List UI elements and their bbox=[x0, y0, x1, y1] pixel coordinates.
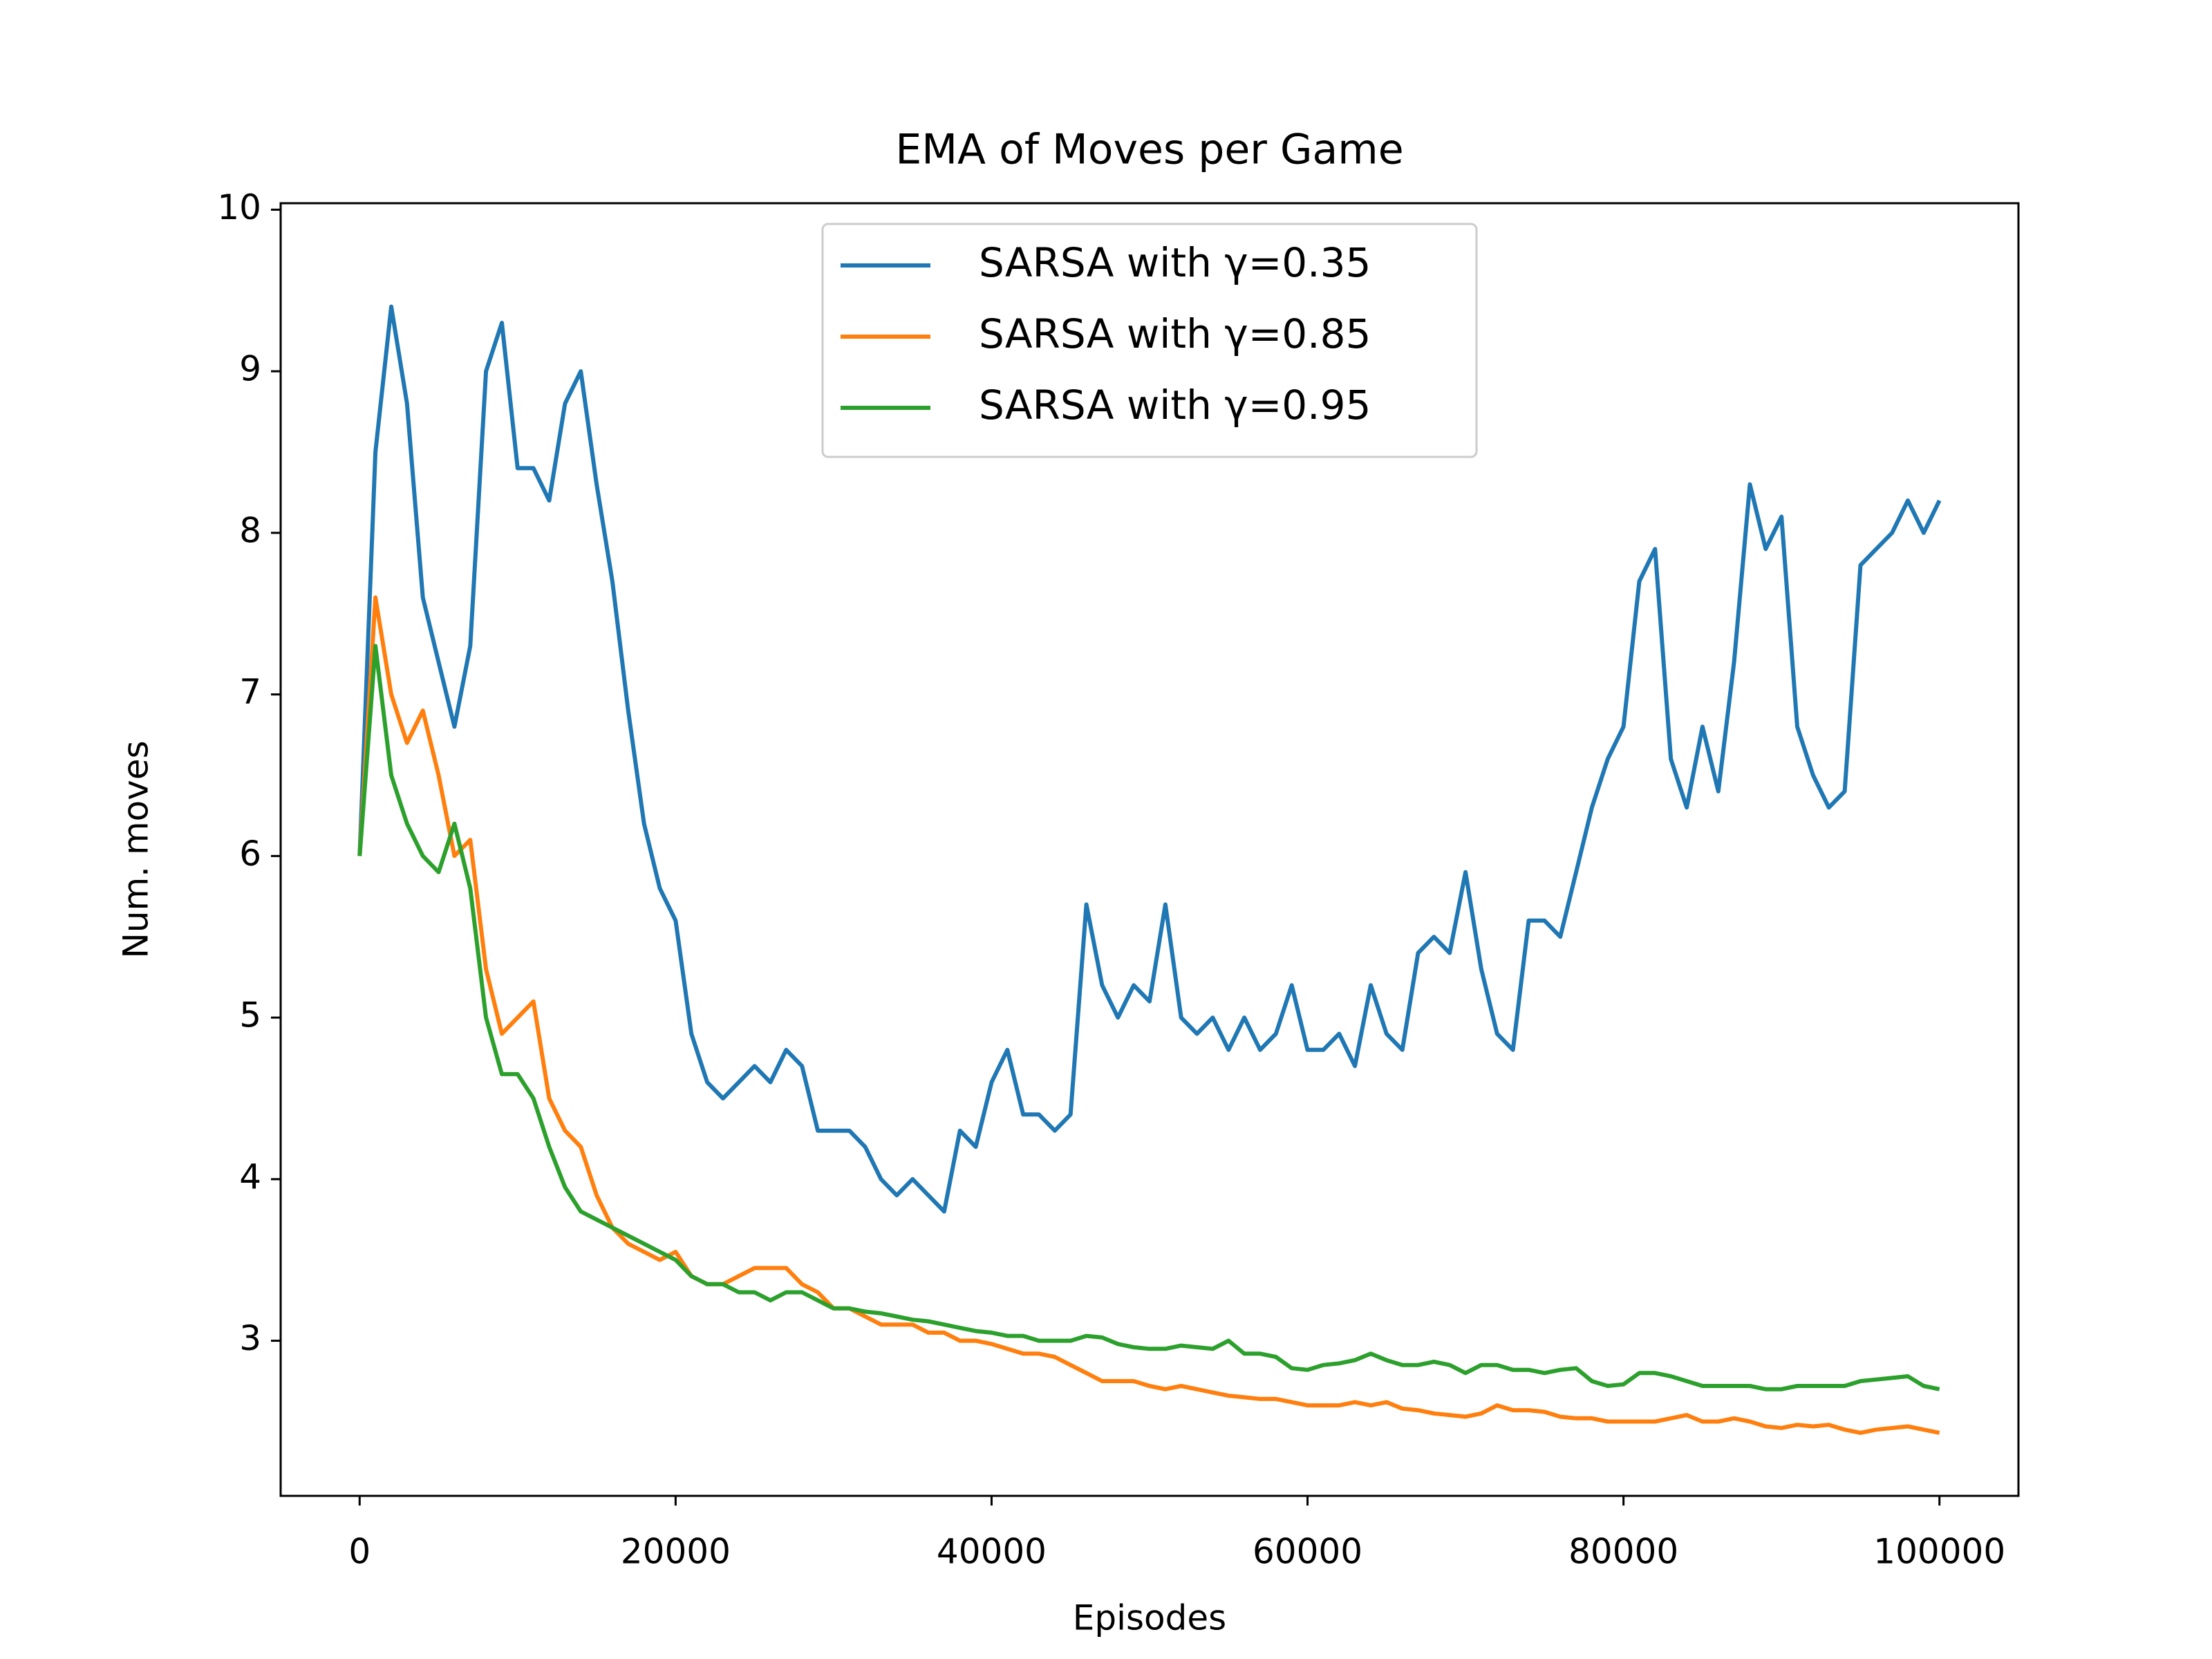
y-tick-label: 7 bbox=[239, 672, 261, 712]
y-tick-label: 6 bbox=[239, 834, 261, 874]
series-line bbox=[357, 595, 1940, 1435]
x-tick-label: 0 bbox=[348, 1532, 371, 1572]
series-line bbox=[357, 644, 1940, 1391]
plot-frame bbox=[279, 202, 2020, 1497]
x-axis-label: Episodes bbox=[1073, 1598, 1226, 1638]
series-line bbox=[357, 304, 1942, 1214]
chart-title: EMA of Moves per Game bbox=[895, 126, 1403, 174]
legend-label: SARSA with γ=0.85 bbox=[979, 310, 1371, 357]
y-tick-label: 5 bbox=[239, 995, 261, 1035]
legend-box bbox=[821, 223, 1478, 458]
x-tick-label: 80000 bbox=[1568, 1532, 1678, 1572]
y-tick-label: 4 bbox=[239, 1156, 261, 1197]
y-tick-label: 8 bbox=[239, 510, 261, 550]
x-tick-label: 40000 bbox=[937, 1532, 1047, 1572]
y-axis-label: Num. moves bbox=[116, 740, 156, 958]
y-tick-label: 3 bbox=[239, 1318, 261, 1358]
legend: SARSA with γ=0.35 SARSA with γ=0.85 SARSA … bbox=[821, 223, 1478, 458]
legend-label: SARSA with γ=0.95 bbox=[979, 382, 1371, 429]
y-tick-label: 10 bbox=[217, 187, 261, 227]
x-tick-label: 60000 bbox=[1253, 1532, 1362, 1572]
x-tick-label: 100000 bbox=[1873, 1532, 2005, 1572]
x-tick-label: 20000 bbox=[621, 1532, 731, 1572]
y-tick-label: 9 bbox=[239, 349, 261, 389]
legend-label: SARSA with γ=0.35 bbox=[979, 239, 1371, 286]
